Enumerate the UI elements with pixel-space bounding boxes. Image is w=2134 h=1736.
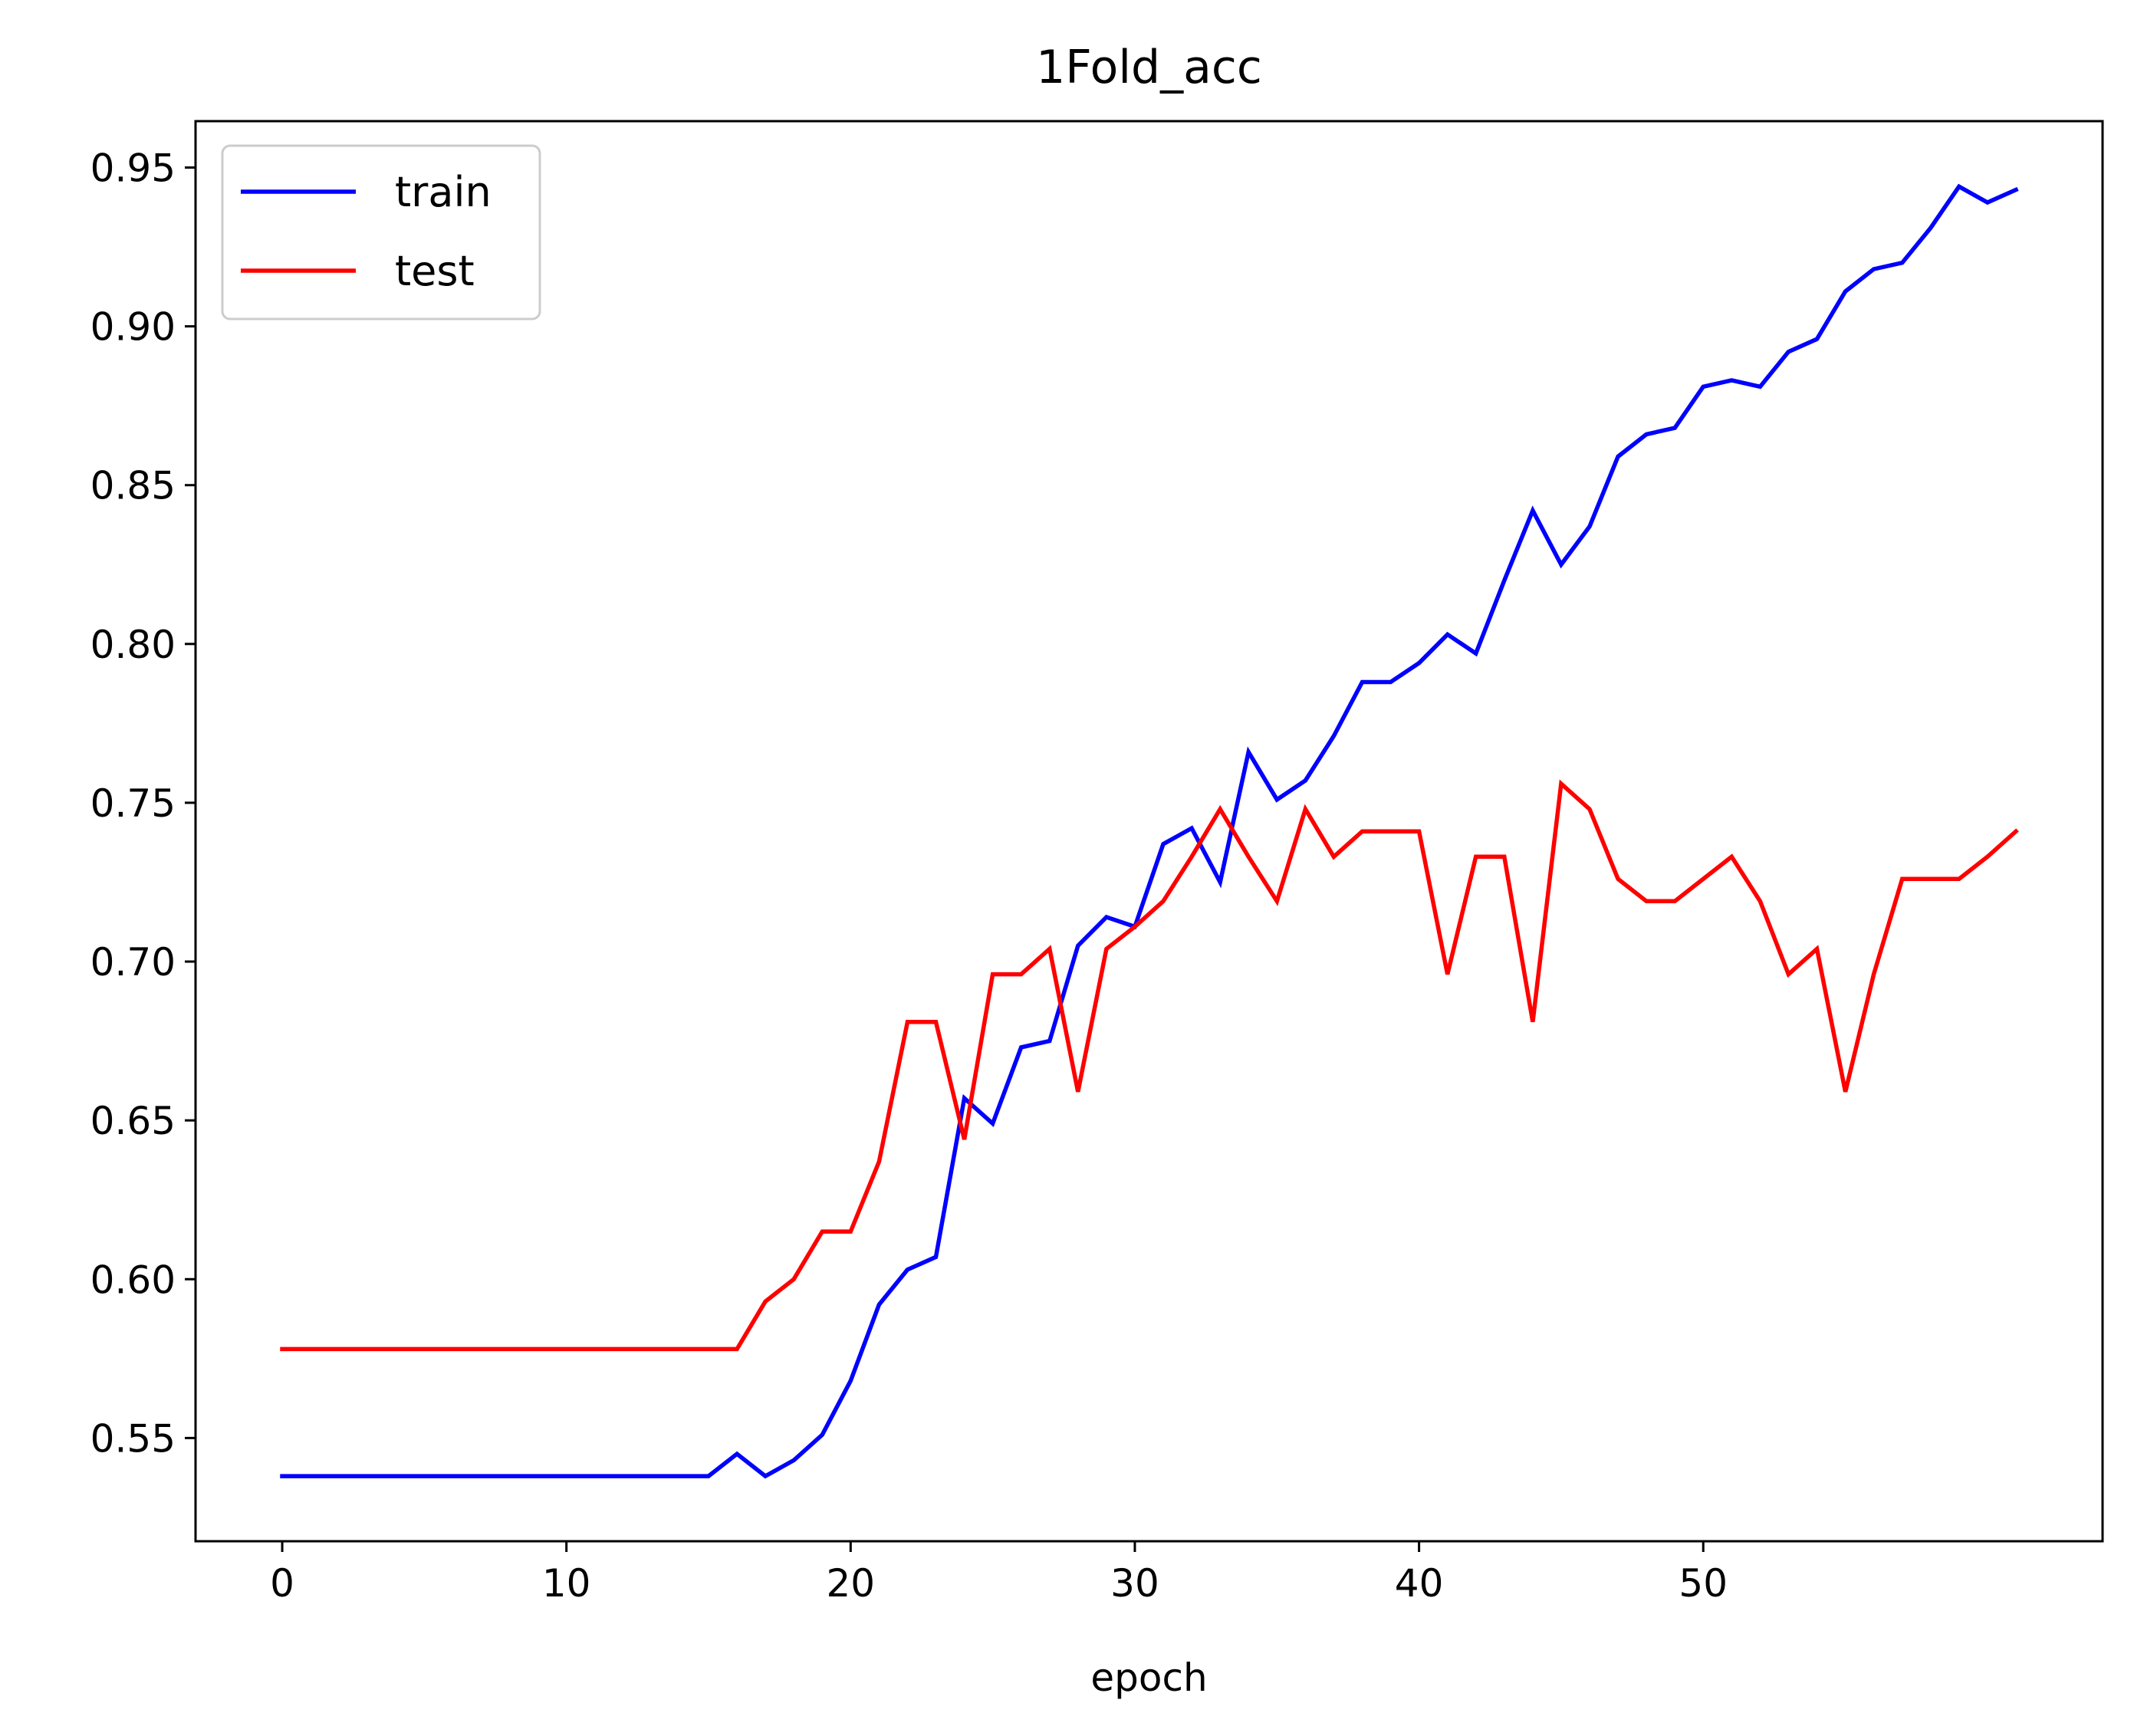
legend-box <box>221 144 541 321</box>
y-tick-label: 0.80 <box>90 623 176 667</box>
x-tick-label: 10 <box>542 1561 591 1606</box>
chart-title: 1Fold_acc <box>1036 41 1262 94</box>
y-tick-label: 0.55 <box>90 1416 176 1461</box>
x-axis-label: epoch <box>1090 1655 1207 1700</box>
series-line-test <box>280 779 2019 1352</box>
x-tick-label: 20 <box>827 1561 876 1606</box>
plot-frame <box>194 120 2104 1543</box>
x-tick-label: 30 <box>1110 1561 1159 1606</box>
x-tick-label: 40 <box>1395 1561 1444 1606</box>
y-tick-label: 0.95 <box>90 146 176 190</box>
y-tick-label: 0.60 <box>90 1258 176 1302</box>
x-tick-label: 50 <box>1679 1561 1728 1606</box>
y-tick-label: 0.85 <box>90 464 176 508</box>
series-line-train <box>280 183 2019 1479</box>
legend: train test <box>221 144 541 321</box>
legend-label-test: test <box>395 247 475 295</box>
series-lines <box>280 183 2019 1479</box>
legend-label-train: train <box>395 168 492 216</box>
y-tick-label: 0.90 <box>90 305 176 350</box>
x-tick-label: 0 <box>270 1561 294 1606</box>
y-tick-label: 0.70 <box>90 940 176 985</box>
y-tick-label: 0.65 <box>90 1099 176 1143</box>
axis-ticks: 0 10 20 30 40 50 0.55 0.60 0.65 0.70 0.75 0.80 0.85 0… <box>90 146 1728 1606</box>
y-tick-label: 0.75 <box>90 781 176 826</box>
